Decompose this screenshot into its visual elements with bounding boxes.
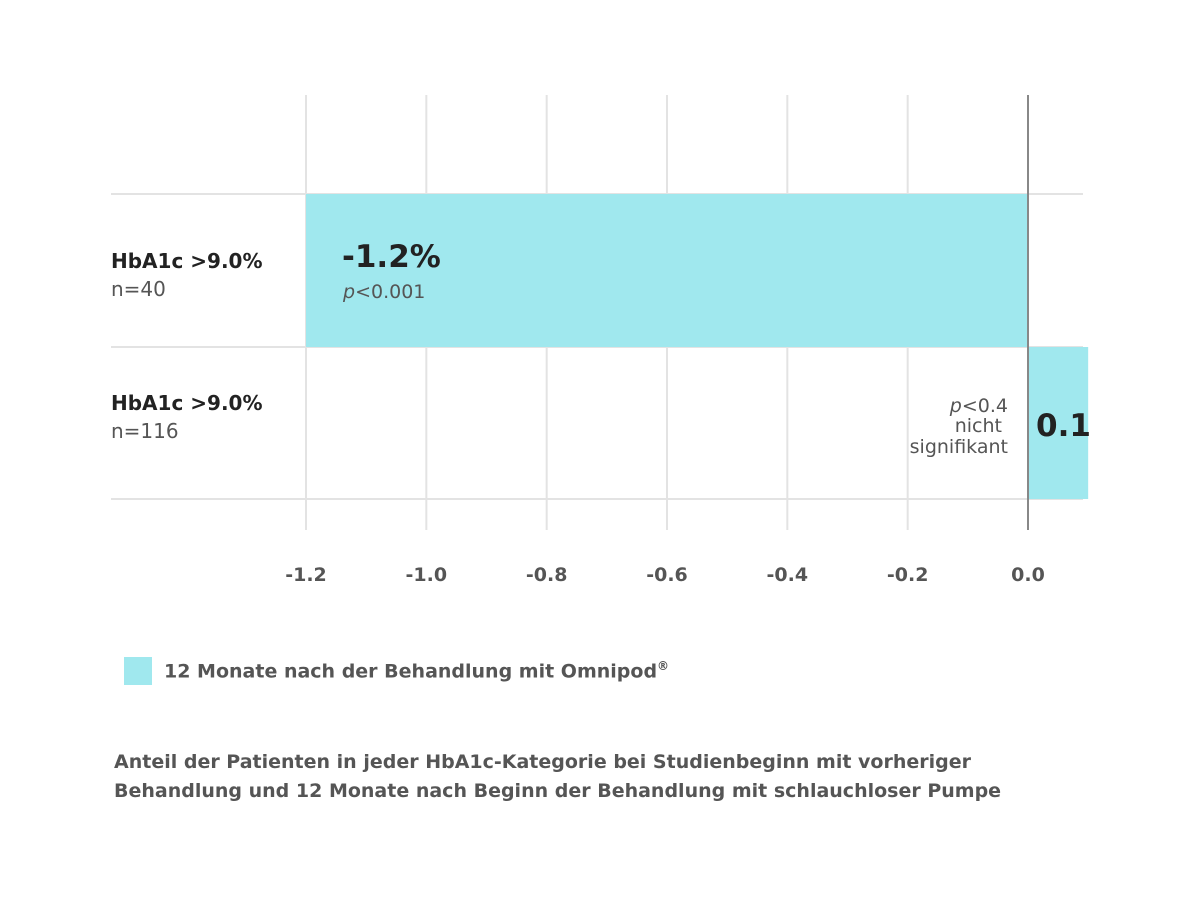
x-tick-label-2: -0.8 [526,564,568,586]
x-tick-label-3: -0.6 [646,564,688,586]
x-tick-label-1: -1.0 [406,564,448,586]
category-name-1: HbA1c >9.0% [111,249,263,273]
data-label-1: -1.2% [342,239,441,275]
p-value-1: p<0.001 [342,281,425,303]
chart-caption: Anteil der Patienten in jeder HbA1c-Kate… [114,748,1094,806]
x-tick-label-0: -1.2 [285,564,327,586]
caption-line-1: Anteil der Patienten in jeder HbA1c-Kate… [114,751,971,773]
bar-chart: -1.2 -1.0 -0.8 -0.6 -0.4 -0.2 0.0 -1.2% p<0.001 p… [111,95,1091,586]
significance-note-2: signifikant [910,436,1008,458]
legend-label: 12 Monate nach der Behandlung mit Omnipo… [164,659,670,683]
x-tick-label-4: -0.4 [767,564,809,586]
category-n-2: n=116 [111,419,179,443]
legend-swatch [124,657,152,685]
legend-registered-mark: ® [657,659,670,674]
x-tick-label-6: 0.0 [1011,564,1045,586]
category-label-1: HbA1c >9.0% n=40 [111,247,263,303]
bar-2 [1028,347,1089,499]
legend: 12 Monate nach der Behandlung mit Omnipo… [124,657,669,685]
p-value-2: p<0.4 [949,395,1008,417]
category-label-2: HbA1c >9.0% n=116 [111,389,263,445]
category-name-2: HbA1c >9.0% [111,391,263,415]
category-n-1: n=40 [111,277,166,301]
bar-1 [306,194,1028,347]
caption-line-2: Behandlung und 12 Monate nach Beginn der… [114,780,1002,802]
data-label-2: 0.1 [1036,408,1091,444]
significance-note-1: nicht [955,415,1002,437]
x-tick-label-5: -0.2 [887,564,929,586]
